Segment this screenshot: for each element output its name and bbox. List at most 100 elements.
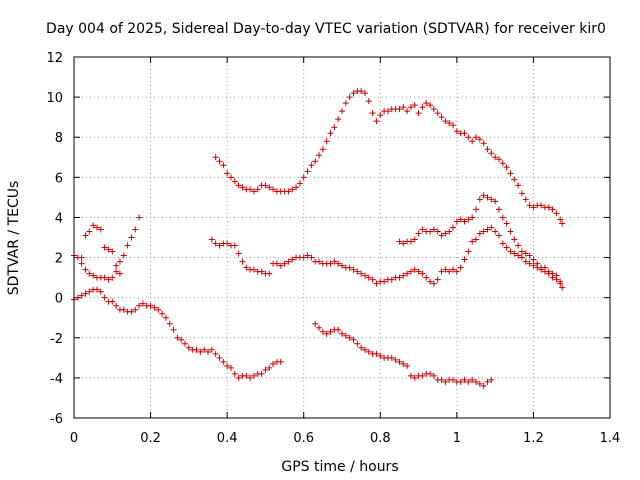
data-point-marker — [430, 226, 437, 233]
x-tick-label: 0 — [70, 431, 78, 446]
data-point-marker — [511, 176, 518, 183]
data-point-marker — [384, 108, 391, 115]
data-point-marker — [361, 272, 368, 279]
data-point-marker — [480, 382, 487, 389]
data-point-marker — [327, 328, 334, 335]
data-point-marker — [93, 224, 100, 231]
data-point-marker — [258, 268, 265, 275]
data-point-marker — [212, 154, 219, 161]
data-point-marker — [323, 138, 330, 145]
data-point-marker — [415, 230, 422, 237]
y-axis-label: SDTVAR / TECUs — [6, 181, 22, 296]
data-point-marker — [419, 226, 426, 233]
data-point-marker — [457, 264, 464, 271]
data-point-marker — [526, 252, 533, 259]
data-point-marker — [453, 128, 460, 135]
x-tick-label: 1.2 — [523, 431, 544, 446]
data-point-marker — [358, 344, 365, 351]
data-point-marker — [105, 276, 112, 283]
data-point-marker — [469, 138, 476, 145]
data-point-marker — [388, 354, 395, 361]
data-point-marker — [239, 258, 246, 265]
data-point-marker — [109, 248, 116, 255]
data-point-marker — [553, 210, 560, 217]
data-point-marker — [82, 290, 89, 297]
data-point-marker — [358, 270, 365, 277]
data-point-marker — [339, 262, 345, 269]
data-point-marker — [450, 224, 457, 231]
data-point-marker — [105, 246, 112, 253]
data-point-marker — [549, 270, 556, 277]
data-point-marker — [381, 278, 388, 285]
data-point-marker — [518, 248, 525, 255]
data-point-marker — [205, 348, 211, 355]
data-point-marker — [469, 238, 476, 245]
data-point-marker — [480, 140, 487, 147]
data-point-marker — [308, 254, 315, 261]
data-point-marker — [201, 346, 208, 353]
data-point-marker — [492, 154, 499, 161]
data-point-marker — [507, 170, 514, 177]
data-point-marker — [74, 294, 81, 301]
data-point-marker — [350, 90, 357, 97]
data-point-marker — [239, 184, 246, 191]
data-point-marker — [247, 374, 254, 381]
data-point-marker — [427, 228, 434, 235]
series-track-a — [71, 214, 143, 283]
data-point-marker — [534, 260, 541, 267]
data-point-marker — [450, 122, 457, 129]
data-point-marker — [495, 156, 502, 163]
data-point-marker — [266, 184, 273, 191]
data-point-marker — [453, 268, 460, 275]
data-point-marker — [262, 182, 269, 189]
data-point-marker — [250, 372, 257, 379]
data-point-marker — [511, 250, 518, 257]
data-point-marker — [480, 192, 487, 199]
data-point-marker — [434, 110, 441, 117]
data-point-marker — [216, 354, 223, 361]
data-point-marker — [147, 302, 154, 309]
data-point-marker — [128, 308, 135, 315]
data-point-marker — [304, 252, 311, 259]
data-point-marker — [78, 292, 85, 299]
data-point-marker — [495, 206, 502, 213]
data-point-marker — [392, 356, 399, 363]
data-point-marker — [530, 262, 537, 269]
data-point-marker — [484, 378, 491, 385]
data-point-marker — [484, 194, 491, 201]
data-point-marker — [82, 266, 89, 273]
data-point-marker — [545, 268, 552, 275]
data-point-marker — [507, 228, 514, 235]
x-tick-label: 0.4 — [217, 431, 238, 446]
data-point-marker — [312, 320, 319, 327]
data-point-marker — [300, 174, 307, 181]
data-point-marker — [457, 216, 464, 223]
data-point-marker — [377, 112, 384, 119]
data-point-marker — [373, 350, 380, 357]
data-point-marker — [442, 266, 449, 273]
series-track-e — [208, 224, 566, 291]
data-point-marker — [469, 376, 476, 383]
data-point-marker — [97, 288, 104, 295]
data-point-marker — [434, 276, 441, 283]
data-point-marker — [469, 214, 476, 221]
data-point-marker — [132, 306, 139, 313]
data-point-marker — [109, 274, 116, 281]
data-point-marker — [178, 336, 185, 343]
data-point-marker — [312, 158, 319, 165]
data-point-marker — [411, 236, 418, 243]
data-point-marker — [339, 330, 345, 337]
data-point-marker — [227, 174, 234, 181]
data-point-marker — [166, 320, 173, 327]
data-point-marker — [484, 146, 491, 153]
series-track-g — [312, 320, 495, 389]
data-point-marker — [423, 274, 430, 281]
series-track-f — [396, 192, 564, 285]
data-point-marker — [277, 262, 284, 269]
data-point-marker — [492, 198, 499, 205]
data-point-marker — [220, 358, 227, 365]
data-point-marker — [377, 352, 384, 359]
data-point-marker — [174, 334, 181, 341]
data-point-marker — [415, 268, 422, 275]
